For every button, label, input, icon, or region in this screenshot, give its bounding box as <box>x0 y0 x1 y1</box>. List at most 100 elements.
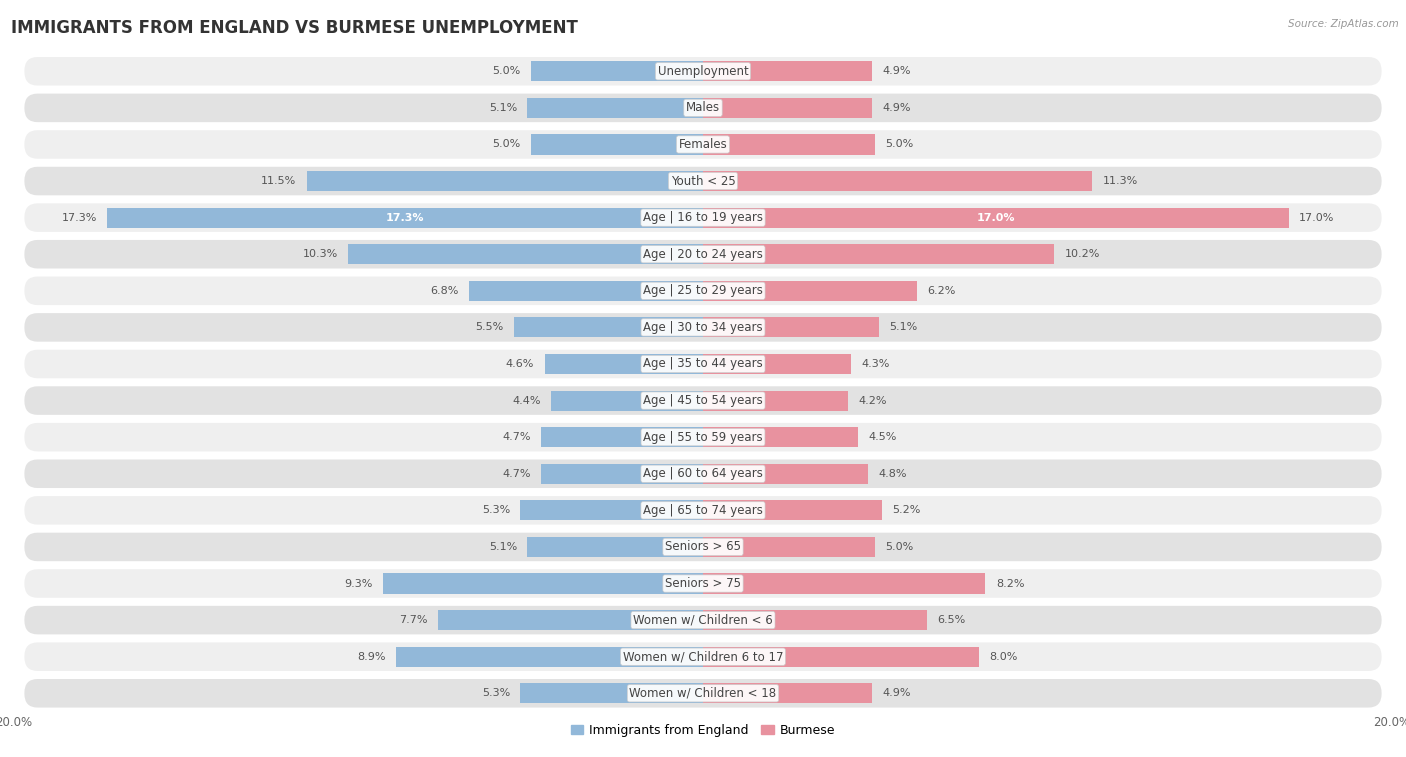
Bar <box>703 427 858 447</box>
Text: 4.2%: 4.2% <box>858 396 887 406</box>
Text: 5.5%: 5.5% <box>475 322 503 332</box>
Text: Age | 25 to 29 years: Age | 25 to 29 years <box>643 285 763 298</box>
Text: Women w/ Children < 18: Women w/ Children < 18 <box>630 687 776 699</box>
Text: Age | 20 to 24 years: Age | 20 to 24 years <box>643 248 763 260</box>
FancyBboxPatch shape <box>24 204 1382 232</box>
FancyBboxPatch shape <box>24 350 1382 378</box>
FancyBboxPatch shape <box>24 167 1382 195</box>
FancyBboxPatch shape <box>24 423 1382 451</box>
Text: Unemployment: Unemployment <box>658 65 748 78</box>
Bar <box>703 171 1092 191</box>
Text: 5.0%: 5.0% <box>886 139 914 149</box>
Text: 4.6%: 4.6% <box>506 359 534 369</box>
Bar <box>531 61 703 81</box>
Text: Age | 65 to 74 years: Age | 65 to 74 years <box>643 504 763 517</box>
Bar <box>520 500 703 520</box>
FancyBboxPatch shape <box>24 386 1382 415</box>
FancyBboxPatch shape <box>24 533 1382 561</box>
FancyBboxPatch shape <box>24 130 1382 159</box>
Bar <box>396 646 703 667</box>
Text: 5.2%: 5.2% <box>893 506 921 516</box>
Bar <box>703 98 872 118</box>
Text: Age | 30 to 34 years: Age | 30 to 34 years <box>643 321 763 334</box>
Bar <box>513 317 703 338</box>
FancyBboxPatch shape <box>24 496 1382 525</box>
Bar <box>382 574 703 593</box>
Bar <box>703 281 917 301</box>
Text: 17.3%: 17.3% <box>62 213 97 223</box>
Text: 8.0%: 8.0% <box>988 652 1018 662</box>
FancyBboxPatch shape <box>24 57 1382 86</box>
Bar <box>527 98 703 118</box>
Text: Males: Males <box>686 101 720 114</box>
Text: Age | 60 to 64 years: Age | 60 to 64 years <box>643 467 763 480</box>
Text: 5.0%: 5.0% <box>492 67 520 76</box>
FancyBboxPatch shape <box>24 569 1382 598</box>
Text: 4.4%: 4.4% <box>513 396 541 406</box>
Text: Source: ZipAtlas.com: Source: ZipAtlas.com <box>1288 19 1399 29</box>
Text: 4.7%: 4.7% <box>502 469 531 478</box>
Bar <box>703 391 848 410</box>
Text: 5.1%: 5.1% <box>489 542 517 552</box>
Text: 4.8%: 4.8% <box>879 469 907 478</box>
Legend: Immigrants from England, Burmese: Immigrants from England, Burmese <box>565 718 841 742</box>
Text: 5.3%: 5.3% <box>482 506 510 516</box>
Bar <box>703 354 851 374</box>
FancyBboxPatch shape <box>24 459 1382 488</box>
Text: 9.3%: 9.3% <box>344 578 373 588</box>
Text: 5.0%: 5.0% <box>886 542 914 552</box>
Bar <box>468 281 703 301</box>
Text: Age | 45 to 54 years: Age | 45 to 54 years <box>643 394 763 407</box>
Text: 11.3%: 11.3% <box>1102 176 1137 186</box>
Text: 4.3%: 4.3% <box>862 359 890 369</box>
Text: Women w/ Children < 6: Women w/ Children < 6 <box>633 614 773 627</box>
Bar <box>520 684 703 703</box>
Text: 11.5%: 11.5% <box>262 176 297 186</box>
Bar <box>527 537 703 557</box>
Text: 4.9%: 4.9% <box>882 103 911 113</box>
Text: 5.3%: 5.3% <box>482 688 510 698</box>
Bar <box>703 500 882 520</box>
Text: 4.9%: 4.9% <box>882 67 911 76</box>
Text: 4.5%: 4.5% <box>869 432 897 442</box>
Bar <box>703 207 1289 228</box>
Bar <box>703 684 872 703</box>
Bar <box>703 464 869 484</box>
FancyBboxPatch shape <box>24 94 1382 122</box>
Bar <box>703 646 979 667</box>
Bar <box>703 574 986 593</box>
Text: 5.1%: 5.1% <box>489 103 517 113</box>
Text: 17.0%: 17.0% <box>977 213 1015 223</box>
Text: Age | 55 to 59 years: Age | 55 to 59 years <box>643 431 763 444</box>
Bar <box>703 61 872 81</box>
FancyBboxPatch shape <box>24 313 1382 341</box>
Text: 5.0%: 5.0% <box>492 139 520 149</box>
Bar <box>703 317 879 338</box>
FancyBboxPatch shape <box>24 606 1382 634</box>
Text: 4.9%: 4.9% <box>882 688 911 698</box>
Bar <box>307 171 703 191</box>
Text: 4.7%: 4.7% <box>502 432 531 442</box>
Text: 7.7%: 7.7% <box>399 615 427 625</box>
Text: 6.2%: 6.2% <box>927 286 955 296</box>
Bar <box>703 537 875 557</box>
Bar <box>531 135 703 154</box>
Text: 17.3%: 17.3% <box>385 213 425 223</box>
Text: Age | 35 to 44 years: Age | 35 to 44 years <box>643 357 763 370</box>
Text: Seniors > 75: Seniors > 75 <box>665 577 741 590</box>
FancyBboxPatch shape <box>24 276 1382 305</box>
Text: 10.3%: 10.3% <box>302 249 337 259</box>
Text: Females: Females <box>679 138 727 151</box>
Text: 8.2%: 8.2% <box>995 578 1025 588</box>
Text: Age | 16 to 19 years: Age | 16 to 19 years <box>643 211 763 224</box>
FancyBboxPatch shape <box>24 643 1382 671</box>
Bar <box>544 354 703 374</box>
Text: 5.1%: 5.1% <box>889 322 917 332</box>
Bar <box>703 245 1054 264</box>
Bar <box>107 207 703 228</box>
Bar <box>551 391 703 410</box>
Text: 6.5%: 6.5% <box>938 615 966 625</box>
Text: 8.9%: 8.9% <box>357 652 387 662</box>
Text: Seniors > 65: Seniors > 65 <box>665 540 741 553</box>
Text: 6.8%: 6.8% <box>430 286 458 296</box>
